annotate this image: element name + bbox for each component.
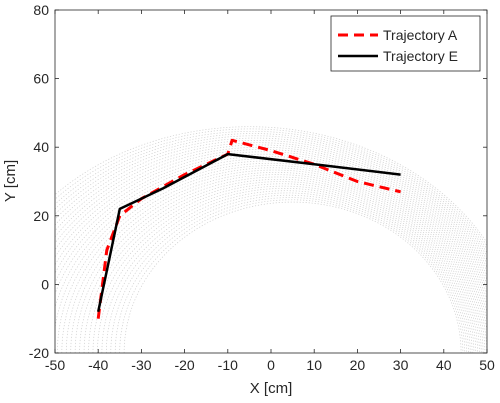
workspace-arc: [65, 172, 486, 353]
legend-label-trajectory-e: Trajectory E: [383, 48, 458, 64]
workspace-arc: [74, 176, 482, 353]
workspace-arc: [105, 192, 469, 353]
y-tick-label: 60: [33, 71, 49, 87]
workspace-arc: [57, 167, 487, 353]
workspace-arc: [55, 165, 487, 330]
workspace-arc: [55, 151, 487, 286]
workspace-arc: [55, 140, 487, 265]
workspace-arc: [55, 135, 487, 258]
x-tick-label: -10: [218, 357, 238, 373]
workspace-arc: [55, 153, 487, 290]
x-tick-label: 40: [436, 357, 452, 373]
x-tick-label: 10: [306, 357, 322, 373]
workspace-arc: [55, 144, 487, 273]
plot-area-frame: [54, 9, 488, 354]
workspace-arc: [101, 190, 471, 353]
x-tick-label: 0: [267, 357, 275, 373]
workspace-arc: [55, 158, 487, 301]
x-tick-label: -30: [131, 357, 151, 373]
workspace-arc: [55, 126, 487, 244]
y-tick-label: 40: [33, 139, 49, 155]
legend-label-trajectory-a: Trajectory A: [383, 27, 458, 43]
x-tick-label: 50: [479, 357, 495, 373]
workspace-arc: [114, 197, 466, 353]
x-tick-label: 20: [350, 357, 366, 373]
workspace-region: [55, 126, 487, 353]
workspace-arc: [55, 149, 487, 281]
x-axis: -50 -40 -30 -20 -10 0 10 20 30 40 50: [45, 10, 495, 373]
series-layer: [96, 138, 401, 319]
series-line-trajectory-e: [96, 152, 401, 313]
workspace-arc: [55, 160, 487, 308]
workspace-arc: [55, 128, 487, 247]
workspace-arc: [55, 130, 487, 251]
workspace-arc: [123, 201, 462, 353]
workspace-arc: [79, 178, 480, 353]
workspace-arc: [110, 194, 467, 353]
workspace-arc: [61, 169, 487, 353]
workspace-arc: [55, 163, 487, 314]
legend-box: [330, 15, 481, 72]
legend: Trajectory A Trajectory E: [330, 15, 481, 72]
workspace-arc: [55, 155, 487, 296]
workspace-arc: [55, 138, 487, 261]
y-tick-label: -20: [29, 345, 49, 361]
y-axis-label: Y [cm]: [2, 160, 19, 202]
x-tick-label: -40: [88, 357, 108, 373]
y-tick-label: 20: [33, 208, 49, 224]
workspace-arc: [55, 147, 487, 277]
y-tick-label: 0: [41, 276, 49, 292]
workspace-arc: [83, 181, 478, 353]
y-axis: -20 0 20 40 60 80: [29, 2, 487, 361]
y-tick-label: 80: [33, 2, 49, 18]
workspace-arc: [119, 199, 464, 353]
workspace-arc: [70, 174, 484, 353]
x-tick-label: 30: [393, 357, 409, 373]
workspace-arc: [92, 186, 475, 353]
x-axis-label: X [cm]: [250, 380, 293, 397]
workspace-arc: [97, 188, 473, 353]
x-tick-label: -20: [174, 357, 194, 373]
x-tick-label: -50: [45, 357, 65, 373]
